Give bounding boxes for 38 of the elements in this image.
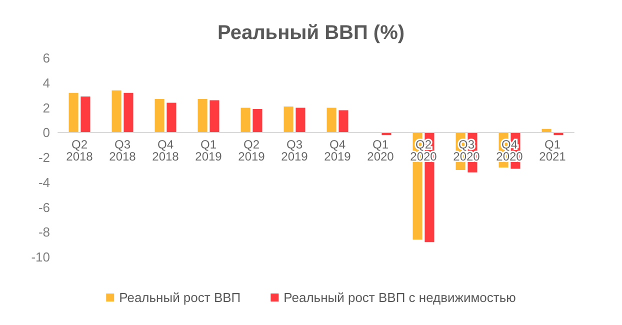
y-tick-label: 4 bbox=[42, 75, 50, 90]
y-tick-label: 6 bbox=[42, 50, 50, 66]
bar bbox=[326, 108, 336, 133]
legend-label: Реальный рост ВВП bbox=[119, 290, 241, 305]
x-tick-label: Q1 2019 bbox=[195, 138, 222, 164]
x-tick-label: Q3 2020 bbox=[453, 138, 480, 164]
y-tick-label: -4 bbox=[38, 174, 50, 190]
legend-label: Реальный рост ВВП с недвижимостью bbox=[284, 290, 516, 305]
y-tick-label: -6 bbox=[38, 200, 50, 215]
x-tick-label: Q2 2018 bbox=[66, 138, 94, 164]
bar bbox=[338, 110, 348, 133]
bar bbox=[166, 102, 176, 133]
y-tick-label: 0 bbox=[42, 125, 50, 140]
bar bbox=[210, 100, 220, 133]
y-tick-label: 2 bbox=[42, 100, 50, 116]
chart-title: Реальный ВВП (%) bbox=[217, 22, 405, 44]
bar bbox=[154, 99, 164, 133]
x-tick-label: Q1 2020 bbox=[367, 138, 394, 164]
bar bbox=[296, 108, 306, 133]
x-tick-label: Q3 2018 bbox=[109, 138, 136, 164]
x-tick-label: Q4 2018 bbox=[152, 138, 180, 164]
y-tick-label: -8 bbox=[38, 224, 50, 240]
bar bbox=[198, 99, 208, 133]
x-tick-label: Q4 2019 bbox=[324, 138, 352, 164]
bar bbox=[252, 108, 262, 133]
bar bbox=[124, 92, 134, 133]
y-tick-label: -10 bbox=[31, 250, 50, 264]
x-tick-label: Q4 2020 bbox=[496, 138, 524, 164]
bar bbox=[80, 96, 90, 133]
bar bbox=[68, 92, 78, 133]
x-tick-label: Q2 2020 bbox=[410, 138, 438, 164]
x-tick-label: Q1 2021 bbox=[539, 138, 566, 164]
x-tick-label: Q2 2019 bbox=[238, 138, 266, 164]
bar bbox=[240, 108, 250, 133]
bar bbox=[112, 90, 122, 133]
x-tick-label: Q3 2019 bbox=[281, 138, 308, 164]
y-tick-label: -2 bbox=[38, 150, 50, 165]
bar bbox=[284, 106, 294, 133]
